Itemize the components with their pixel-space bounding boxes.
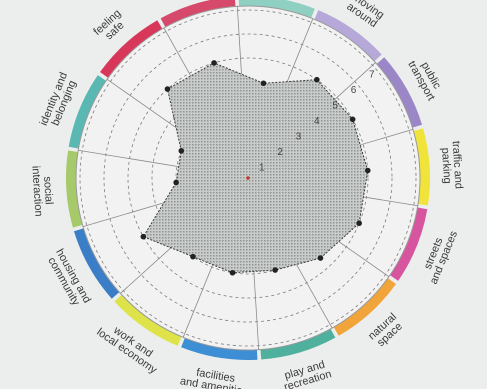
category-band [114, 294, 182, 346]
category-label: identity andbelonging [38, 71, 81, 132]
category-label: play andrecreation [280, 358, 333, 389]
data-point [211, 60, 217, 66]
tick-label: 3 [296, 131, 302, 142]
category-color-bands [65, 0, 431, 360]
data-point [140, 233, 147, 240]
grid-ring [79, 9, 417, 347]
category-band [389, 207, 428, 281]
category-label-text: play andrecreation [280, 358, 333, 389]
category-label-text: publictransport [405, 54, 446, 103]
category-label: movingaround [344, 0, 386, 30]
data-point [164, 86, 171, 92]
data-point [314, 76, 320, 83]
data-point [349, 116, 356, 123]
tick-label: 4 [314, 116, 320, 127]
category-label: publictransport [405, 54, 446, 103]
tick-label: 5 [332, 101, 338, 112]
category-band [376, 57, 423, 128]
category-label: naturalspace [366, 311, 406, 351]
data-point [356, 220, 362, 227]
data-point [173, 179, 179, 186]
tick-labels: 1 2 3 4 5 6 7 [259, 70, 375, 174]
tick-label: 6 [351, 85, 357, 96]
category-band [100, 20, 163, 78]
category-label-text: movingaround [344, 0, 386, 30]
grid-ring [127, 57, 369, 299]
data-point [190, 253, 196, 260]
category-band [333, 278, 396, 336]
data-point [317, 255, 324, 261]
category-label-text: facilitiesand amenities [179, 364, 251, 389]
data-points [140, 60, 371, 276]
data-point [260, 80, 267, 87]
data-point [178, 148, 185, 154]
category-label-text: socialinteraction [29, 165, 55, 217]
category-band [260, 328, 336, 360]
category-label: traffic andparking [439, 141, 465, 190]
category-label-text: traffic andparking [439, 141, 465, 190]
category-band [314, 10, 382, 62]
center-point [246, 176, 250, 180]
category-label: streetsand spaces [418, 225, 461, 286]
tick-label: 7 [369, 70, 375, 81]
category-band [73, 228, 120, 299]
tick-label: 1 [259, 162, 265, 173]
category-label: facilitiesand amenities [179, 364, 251, 389]
category-label-text: feelingsafe [91, 7, 130, 46]
category-band [238, 0, 315, 19]
category-band [68, 75, 107, 149]
category-band [160, 0, 236, 28]
data-point [272, 267, 278, 273]
category-label-text: naturalspace [366, 311, 406, 351]
tick-label: 2 [277, 147, 283, 158]
category-label-text: identity andbelonging [38, 71, 81, 132]
category-label-text: streetsand spaces [418, 225, 461, 286]
category-label: socialinteraction [29, 165, 55, 217]
grid-ring [103, 33, 393, 323]
data-point [364, 167, 371, 174]
data-point [229, 269, 236, 276]
category-label: feelingsafe [91, 7, 130, 46]
